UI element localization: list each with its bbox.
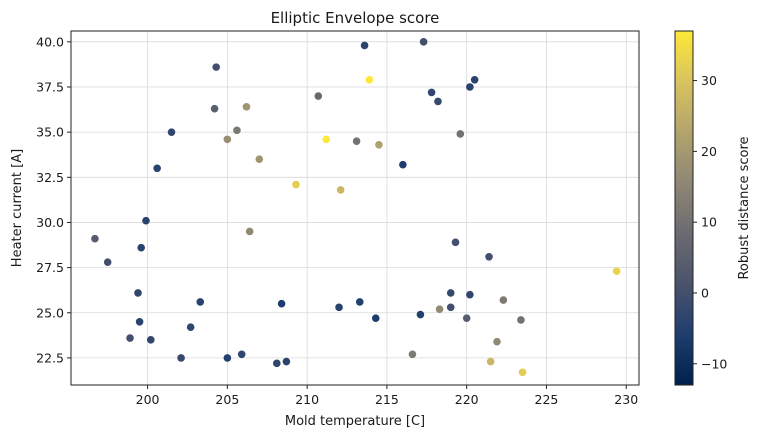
scatter-point	[466, 83, 474, 91]
scatter-point	[416, 310, 425, 319]
colorbar-ticks: −10 0 10 20 30	[693, 73, 727, 371]
y-tick-label: 25.0	[36, 305, 64, 320]
scatter-point	[237, 350, 246, 359]
scatter-point	[456, 130, 465, 138]
scatter-point	[427, 88, 436, 97]
scatter-point	[466, 290, 474, 299]
scatter-point	[255, 155, 264, 164]
scatter-point	[419, 38, 428, 46]
y-tick-label: 37.5	[36, 79, 64, 94]
x-tick-label: 215	[375, 392, 399, 407]
y-tick-label: 35.0	[36, 125, 64, 140]
x-tick-label: 210	[295, 392, 319, 407]
grid	[71, 31, 639, 385]
colorbar-label: Robust distance score	[737, 136, 752, 279]
scatter-point	[485, 252, 493, 261]
scatter-point	[314, 92, 323, 100]
x-axis-ticks: 200 205 210 215 220 225 230	[136, 385, 638, 407]
colorbar-tick-label: 20	[701, 144, 717, 159]
colorbar	[674, 30, 694, 386]
scatter-point	[103, 258, 112, 266]
scatter-point	[212, 63, 220, 71]
colorbar-tick-label: 30	[701, 73, 717, 88]
scatter-point	[355, 298, 364, 306]
scatter-point	[186, 323, 195, 332]
scatter-point	[135, 317, 144, 326]
colorbar-tick-label: 0	[701, 285, 709, 300]
x-tick-label: 225	[535, 392, 559, 407]
scatter-point	[517, 316, 525, 324]
scatter-point	[612, 267, 621, 276]
y-tick-label: 22.5	[36, 350, 64, 365]
scatter-point	[126, 334, 134, 342]
scatter-point	[242, 103, 251, 111]
scatter-point	[399, 160, 407, 169]
x-tick-label: 200	[136, 392, 160, 407]
scatter-point	[446, 289, 455, 297]
scatter-point	[223, 354, 232, 362]
scatter-point	[352, 137, 361, 145]
scatter-point	[335, 303, 343, 312]
chart-title: Elliptic Envelope score	[271, 9, 440, 27]
colorbar-tick-label: 10	[701, 215, 717, 230]
scatter-point	[486, 357, 495, 366]
y-tick-label: 27.5	[36, 260, 64, 275]
scatter-point	[446, 303, 455, 312]
x-axis-label: Mold temperature [C]	[285, 414, 425, 429]
scatter-point	[336, 186, 345, 194]
scatter-point	[451, 238, 460, 247]
scatter-point	[322, 135, 331, 144]
y-tick-label: 40.0	[36, 34, 64, 49]
scatter-point	[470, 75, 479, 84]
scatter-point	[134, 289, 142, 297]
scatter-point	[210, 104, 219, 113]
scatter-point	[91, 234, 99, 243]
scatter-point	[371, 314, 380, 322]
scatter-points	[91, 38, 621, 377]
scatter-point	[167, 128, 176, 136]
scatter-point	[282, 357, 291, 366]
scatter-point	[408, 350, 417, 359]
scatter-point	[360, 41, 369, 50]
y-axis-ticks: 22.5 25.0 27.5 30.0 32.5 35.0 37.5 40.0	[36, 34, 71, 365]
scatter-point	[233, 126, 241, 135]
scatter-point	[462, 314, 471, 322]
scatter-point	[277, 299, 286, 308]
scatter-point	[518, 368, 527, 377]
scatter-point	[153, 164, 161, 173]
colorbar-tick-label: −10	[701, 356, 727, 371]
x-tick-label: 230	[614, 392, 638, 407]
scatter-point	[493, 337, 501, 346]
scatter-point	[142, 216, 150, 225]
y-tick-label: 32.5	[36, 170, 64, 185]
plot-frame	[70, 30, 640, 386]
x-tick-label: 220	[455, 392, 479, 407]
scatter-point	[196, 298, 205, 306]
scatter-point	[273, 359, 281, 368]
scatter-point	[375, 140, 383, 149]
scatter-point	[435, 305, 444, 313]
scatter-point	[292, 180, 300, 189]
scatter-point	[137, 243, 146, 252]
scatter-point	[499, 296, 508, 304]
scatter-point	[365, 75, 374, 84]
scatter-point	[434, 97, 442, 106]
y-tick-label: 30.0	[36, 215, 64, 230]
scatter-point	[223, 135, 232, 144]
x-tick-label: 205	[215, 392, 239, 407]
scatter-point	[146, 336, 155, 344]
scatter-point	[245, 227, 254, 236]
y-axis-label: Heater current [A]	[10, 149, 25, 267]
scatter-point	[177, 354, 185, 362]
